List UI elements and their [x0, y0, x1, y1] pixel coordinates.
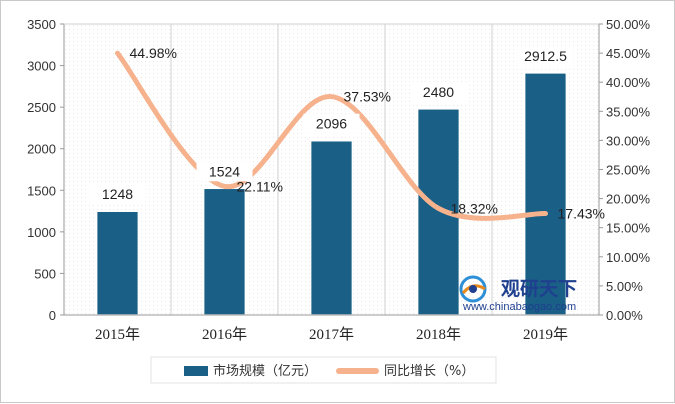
watermark-emblem-icon [459, 275, 487, 303]
legend-box [150, 356, 497, 384]
left-tick-label: 2000 [27, 142, 56, 157]
bar [309, 139, 354, 316]
right-tick-label: 20.00% [606, 192, 651, 207]
right-tick-label: 35.00% [606, 104, 651, 119]
legend-bar-swatch [184, 366, 208, 376]
left-tick-label: 1500 [27, 183, 56, 198]
x-tick-label: 2016年 [202, 326, 247, 343]
left-axis-ticks: 0 500 1000 1500 2000 2500 3000 3500 [27, 17, 64, 323]
right-tick-label: 50.00% [606, 17, 651, 32]
right-tick-label: 5.00% [606, 279, 643, 294]
bar-label-background [303, 113, 360, 134]
left-tick-label: 3000 [27, 59, 56, 74]
bar-label-background [517, 45, 574, 66]
bar-series [95, 72, 568, 316]
left-tick-label: 500 [34, 266, 56, 281]
legend-line-label: 同比增长（%） [384, 364, 474, 379]
left-tick-label: 2500 [27, 100, 56, 115]
bar-label-background [196, 161, 253, 182]
right-tick-label: 25.00% [606, 163, 651, 178]
line-data-label: 22.11% [237, 178, 283, 194]
right-tick-label: 15.00% [606, 221, 651, 236]
growth-line [115, 50, 548, 221]
line-series [115, 50, 548, 221]
bar-data-label: 2480 [423, 84, 454, 100]
watermark-logo: 观研天下 www.chinabaogao.com [459, 275, 577, 313]
watermark-name: 观研天下 [501, 278, 577, 300]
bar-data-label: 2912.5 [524, 48, 567, 64]
right-tick-label: 30.00% [606, 133, 651, 148]
bar-label-background [89, 184, 146, 205]
right-tick-label: 10.00% [606, 250, 651, 265]
bar-data-label: 1248 [102, 186, 133, 202]
right-axis-ticks: 0.00% 5.00% 10.00% 15.00% 20.00% 25.00% 30.00%… [599, 17, 651, 323]
legend-bar-label: 市场规模（亿元） [213, 363, 317, 379]
x-tick-label: 2019年 [523, 326, 568, 343]
line-data-labels: 44.98% 22.11% 37.53% 18.32% 17.43% [130, 45, 605, 221]
line-data-label: 18.32% [451, 200, 498, 216]
right-tick-label: 45.00% [606, 46, 651, 61]
grid-lines [170, 24, 493, 315]
left-tick-label: 0 [49, 308, 56, 323]
bar [202, 187, 247, 316]
bar-data-labels: 1248 1524 2096 2480 2912.5 [89, 45, 574, 205]
watermark-url: www.chinabaogao.com [462, 301, 576, 313]
legend: 市场规模（亿元） 同比增长（%） [150, 356, 497, 384]
x-tick-label: 2018年 [416, 326, 461, 343]
right-tick-label: 40.00% [606, 75, 651, 90]
bar [95, 210, 140, 316]
left-tick-label: 3500 [27, 17, 56, 32]
bar-label-background [410, 81, 467, 102]
x-axis-ticks: 2015年 2016年 2017年 2018年 2019年 [95, 326, 568, 343]
bar [523, 72, 568, 316]
bar-data-label: 2096 [316, 116, 347, 132]
bar-data-label: 1524 [209, 163, 240, 179]
line-data-label: 44.98% [130, 45, 177, 61]
right-tick-label: 0.00% [606, 308, 643, 323]
line-data-label: 17.43% [558, 206, 605, 222]
x-tick-label: 2017年 [309, 326, 354, 343]
left-tick-label: 1000 [27, 225, 56, 240]
line-data-label: 37.53% [344, 89, 391, 105]
x-tick-label: 2015年 [95, 326, 140, 343]
